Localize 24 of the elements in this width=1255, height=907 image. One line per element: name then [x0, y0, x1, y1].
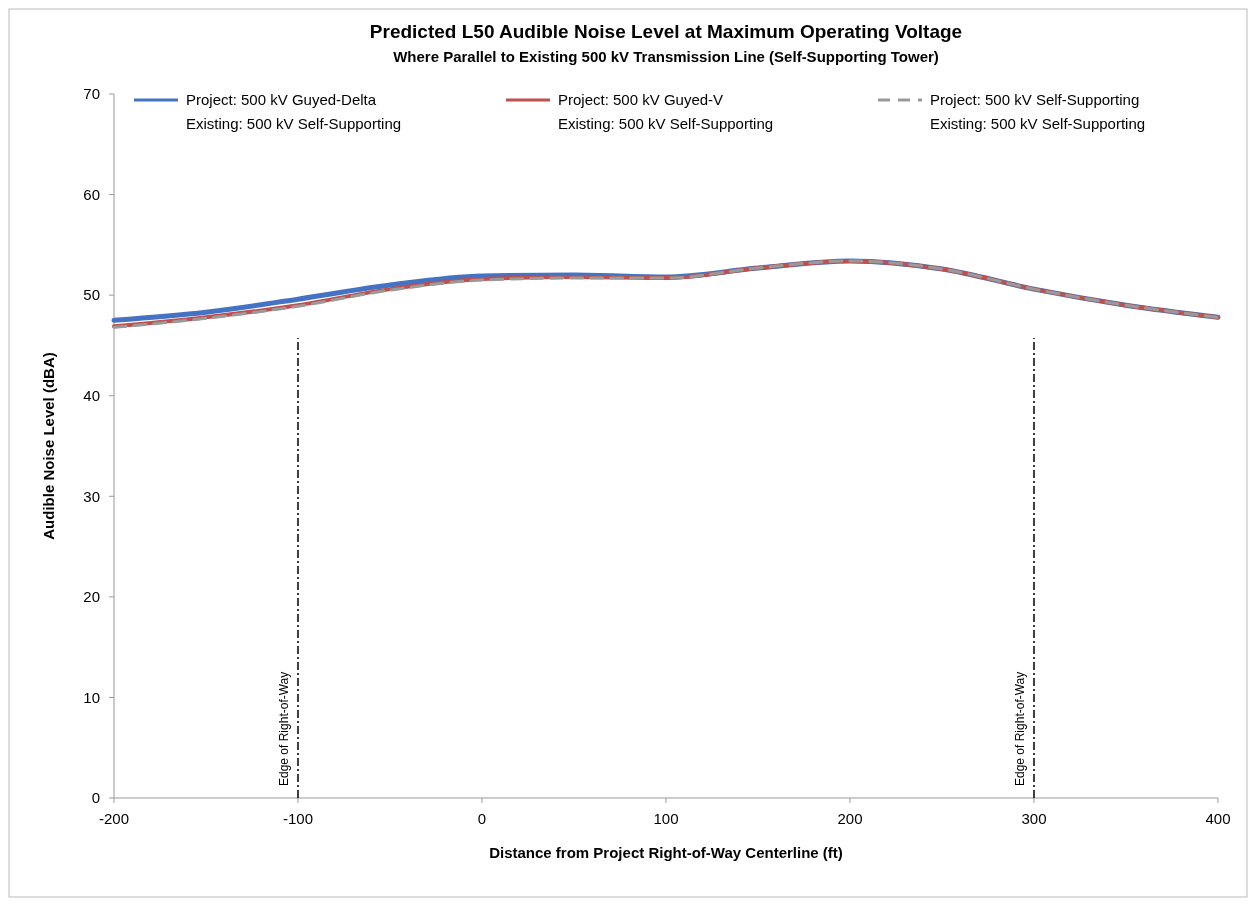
legend-label: Project: 500 kV Guyed-Delta Existing: 500 kV Self-Supporting	[186, 91, 402, 133]
chart-title: Predicted L50 Audible Noise Level at Maximum Operating Voltage	[369, 21, 963, 42]
x-tick-label: 100	[653, 810, 679, 827]
y-tick-label: 30	[83, 487, 100, 505]
x-tick-label: 200	[837, 810, 863, 827]
x-axis-title: Distance from Project Right-of-Way Centerline (ft)	[489, 844, 843, 861]
legend-label: Project: 500 kV Self-Supporting Existing: 500 kV Self-Supporting	[930, 91, 1146, 133]
x-tick-label: -100	[282, 810, 314, 827]
ref-line-label: Edge of Right-of-Way	[277, 671, 291, 786]
y-tick-label: 0	[91, 789, 100, 807]
y-tick-label: 70	[83, 85, 100, 103]
x-tick-label: 300	[1021, 810, 1047, 827]
y-tick-label: 50	[83, 286, 100, 304]
ref-line-label: Edge of Right-of-Way	[1013, 671, 1027, 786]
y-tick-label: 10	[83, 688, 100, 706]
x-tick-label: 0	[477, 810, 487, 827]
y-tick-label: 20	[83, 588, 100, 606]
x-tick-label: 400	[1205, 810, 1231, 827]
y-tick-label: 60	[83, 185, 100, 203]
x-tick-label: -200	[98, 810, 130, 827]
y-axis-title: Audible Noise Level (dBA)	[40, 352, 57, 540]
y-tick-label: 40	[83, 386, 100, 404]
legend-label: Project: 500 kV Guyed-V Existing: 500 kV Self-Supporting	[558, 91, 774, 133]
chart-subtitle: Where Parallel to Existing 500 kV Transmission Line (Self-Supporting Tower)	[393, 48, 939, 65]
